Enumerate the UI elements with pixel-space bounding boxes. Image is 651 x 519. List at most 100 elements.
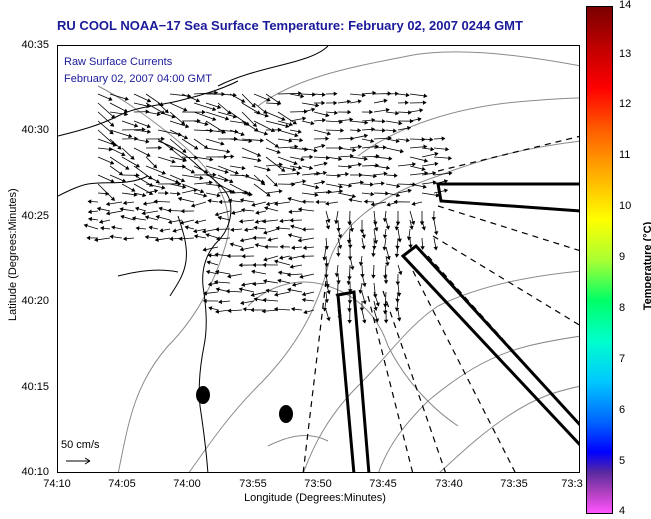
current-vector-head	[255, 210, 260, 215]
current-vector	[181, 183, 204, 193]
current-vector-head	[311, 107, 316, 112]
current-vector	[205, 174, 228, 182]
current-vector-head	[225, 289, 230, 294]
current-vector-head	[240, 207, 245, 213]
current-vector-head	[220, 141, 225, 146]
current-vector-head	[178, 236, 183, 241]
current-vector-head	[224, 177, 229, 183]
current-vector	[277, 165, 296, 171]
current-vector-head	[340, 128, 345, 133]
current-vector-head	[171, 159, 176, 164]
current-vector-head	[299, 274, 304, 279]
current-vector-head	[109, 122, 115, 127]
current-vector-head	[420, 246, 425, 250]
current-vector-head	[279, 255, 284, 260]
current-vector-head	[388, 135, 392, 141]
current-vector-head	[171, 114, 176, 119]
current-vector-head	[212, 106, 217, 112]
current-vector-head	[336, 280, 341, 285]
current-vector-head	[231, 210, 236, 215]
scale-arrow	[66, 457, 91, 465]
current-vector-head	[135, 163, 140, 168]
current-vector-head	[109, 160, 115, 165]
current-vector-head	[347, 109, 352, 115]
current-vector-head	[362, 319, 367, 324]
current-vector-head	[288, 138, 293, 143]
current-vector-head	[288, 122, 294, 127]
current-vector-head	[321, 143, 326, 149]
current-vector-head	[265, 288, 270, 293]
current-vector-head	[371, 127, 376, 132]
current-vector-head	[209, 157, 214, 162]
current-vector-head	[370, 202, 375, 207]
current-vector-head	[117, 145, 122, 150]
current-vector-head	[386, 165, 391, 171]
current-vector	[121, 129, 145, 131]
current-vector-head	[360, 180, 365, 185]
current-vector-head	[423, 93, 428, 99]
current-vector	[193, 92, 218, 95]
current-vector-head	[322, 307, 328, 312]
current-vector-head	[334, 220, 339, 225]
current-vector-head	[161, 170, 167, 175]
current-vector-head	[396, 292, 402, 297]
current-vector-head	[254, 219, 259, 224]
current-vector-head	[135, 226, 140, 231]
current-vector-head	[260, 138, 264, 143]
current-vector-head	[240, 300, 245, 306]
colorbar-tick: 11	[619, 149, 631, 161]
current-vector-head	[301, 199, 306, 205]
current-vector-head	[244, 190, 249, 195]
current-vector-head	[434, 161, 439, 167]
current-vector	[277, 146, 298, 149]
current-vector-head	[144, 234, 149, 240]
current-vector-head	[294, 144, 299, 150]
current-vector-head	[214, 252, 219, 257]
current-vector-head	[165, 190, 169, 196]
current-vector-head	[239, 198, 244, 203]
current-vector-head	[375, 144, 380, 149]
current-vector	[193, 111, 216, 121]
current-vector-head	[124, 96, 129, 101]
current-vector	[109, 93, 129, 100]
current-vector-head	[241, 282, 246, 287]
current-vector	[133, 183, 153, 195]
current-vector-head	[254, 242, 259, 248]
current-vector-head	[423, 158, 429, 163]
current-vector-head	[396, 192, 401, 198]
current-vector-head	[234, 170, 239, 175]
current-vector-head	[335, 294, 340, 298]
current-vector-head	[120, 214, 125, 220]
current-vector-head	[422, 100, 427, 105]
current-vector-head	[325, 136, 330, 141]
current-vector-head	[190, 203, 196, 208]
current-vector-head	[300, 254, 305, 259]
x-tick-label: 73:45	[369, 478, 397, 490]
current-vector-head	[250, 307, 254, 313]
current-vector-head	[363, 156, 368, 162]
current-vector-head	[359, 307, 365, 312]
current-vector-head	[226, 253, 231, 259]
current-vector-head	[215, 227, 219, 232]
current-vector-head	[288, 209, 293, 215]
current-vector-head	[289, 264, 294, 269]
current-vector-head	[322, 118, 326, 123]
current-vector-head	[444, 188, 449, 193]
current-vector-head	[326, 317, 331, 322]
current-vector-head	[375, 302, 380, 307]
current-vector-head	[432, 180, 437, 185]
current-vector	[157, 129, 182, 136]
map-plot-area[interactable]: Raw Surface Currents February 02, 2007 0…	[57, 45, 580, 473]
y-tick-label: 40:30	[21, 124, 49, 136]
current-vector-head	[347, 289, 353, 293]
current-vector-head	[199, 188, 205, 194]
current-vector-head	[224, 116, 230, 121]
current-vector	[145, 183, 165, 189]
current-vector-head	[109, 234, 114, 240]
current-vector-head	[380, 181, 385, 186]
current-vector-head	[290, 224, 295, 229]
current-vector	[145, 93, 164, 107]
current-vector	[121, 156, 140, 168]
current-vector	[241, 138, 264, 142]
current-vector	[205, 165, 229, 173]
